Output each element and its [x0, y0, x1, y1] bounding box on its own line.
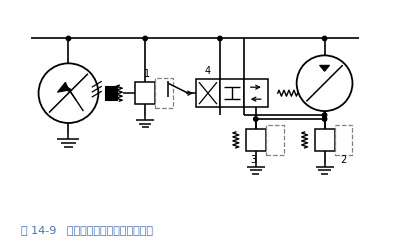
Text: 图 14-9   用溢流阀的液压马达制动回路: 图 14-9 用溢流阀的液压马达制动回路 [21, 225, 152, 235]
Bar [335, 125, 353, 155]
Bar [220, 79, 244, 107]
Bar [135, 82, 155, 104]
Text: 1: 1 [144, 69, 150, 79]
Bar [196, 79, 220, 107]
Circle shape [254, 117, 258, 121]
Text: 4: 4 [205, 66, 211, 76]
Bar [246, 129, 266, 151]
Circle shape [66, 36, 71, 41]
Polygon shape [320, 65, 330, 71]
Circle shape [143, 36, 147, 41]
Bar [105, 86, 117, 100]
Bar [266, 125, 284, 155]
Circle shape [39, 63, 98, 123]
Bar [155, 78, 173, 108]
Polygon shape [57, 82, 68, 92]
Text: 2: 2 [341, 155, 347, 165]
Circle shape [322, 36, 327, 41]
Circle shape [322, 113, 327, 117]
Bar [244, 79, 268, 107]
Bar [314, 129, 335, 151]
Circle shape [297, 55, 353, 111]
Circle shape [218, 36, 222, 41]
Text: 3: 3 [250, 155, 256, 165]
Circle shape [322, 117, 327, 121]
